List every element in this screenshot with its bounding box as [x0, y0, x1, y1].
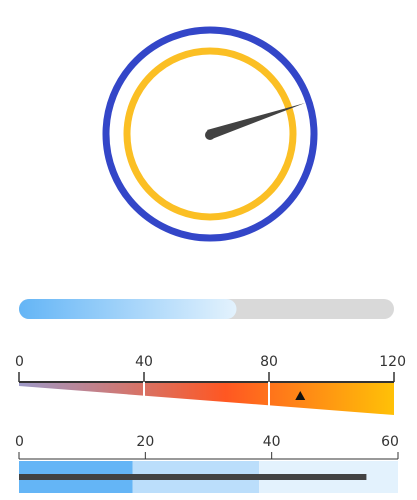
- bullet-tick-label: 20: [136, 434, 154, 450]
- progress-fill: [19, 299, 237, 319]
- linear-gauge-tick-label: 0: [15, 354, 24, 370]
- linear-gauge-tick-label: 120: [379, 354, 406, 370]
- bullet-tick-label: 0: [15, 434, 24, 450]
- linear-gauge: 0 40 80 120: [15, 354, 406, 415]
- progress-bar: [19, 299, 394, 319]
- dial-gauge: [102, 26, 318, 242]
- bullet-tick-label: 40: [263, 434, 281, 450]
- dial-outer-ring: [102, 26, 318, 242]
- dial-needle: [205, 103, 305, 140]
- dial-inner-ring: [123, 47, 297, 221]
- linear-gauge-marker: [295, 391, 306, 400]
- linear-gauge-tick-label: 80: [260, 354, 278, 370]
- bullet-chart: 0 20 40 60: [15, 434, 399, 493]
- linear-gauge-wedge: [19, 383, 394, 415]
- linear-gauge-tick-label: 40: [135, 354, 153, 370]
- bullet-value-bar: [19, 474, 367, 480]
- bullet-tick-label: 60: [381, 434, 399, 450]
